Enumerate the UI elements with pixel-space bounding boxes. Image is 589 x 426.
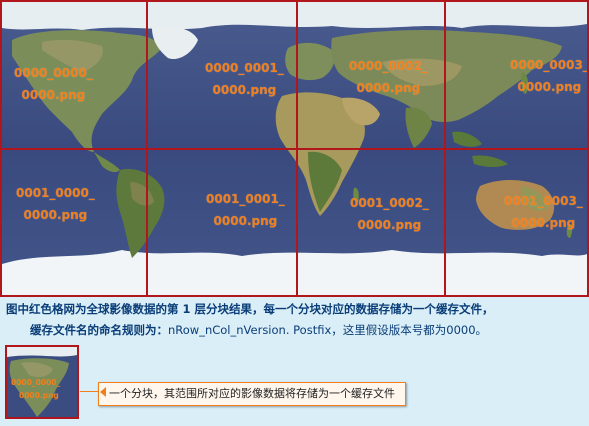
tile-label-0001-0003: 0001_0003_ 0000.png [504, 194, 583, 230]
tile-label-0000-0003: 0000_0003_ 0000.png [510, 58, 589, 94]
world-map-image [2, 2, 587, 295]
tile-thumbnail-image [7, 347, 77, 417]
callout-box: 一个分块，其范围所对应的影像数据将存储为一个缓存文件 [98, 382, 406, 406]
tile-label-0001-0001: 0001_0001_ 0000.png [206, 192, 285, 228]
thumbnail-label-line-2: 0000.png [19, 391, 59, 400]
tile-label-0000-0001: 0000_0001_ 0000.png [205, 61, 284, 97]
tile-label-0000-0000: 0000_0000_ 0000.png [14, 66, 93, 102]
tile-label-0001-0002: 0001_0002_ 0000.png [350, 196, 429, 232]
thumbnail-label-line-1: 0000_0000_ [11, 378, 61, 387]
callout-connector-line [80, 391, 98, 392]
caption-line-1: 图中红色格网为全球影像数据的第 1 层分块结果，每一个分块对应的数据存储为一个缓… [6, 302, 494, 316]
caption-panel: 图中红色格网为全球影像数据的第 1 层分块结果，每一个分块对应的数据存储为一个缓… [0, 297, 589, 426]
caption-line-2: 缓存文件名的命名规则为：nRow_nCol_nVersion. Postfix，… [30, 322, 487, 338]
tile-label-0001-0000: 0001_0000_ 0000.png [16, 186, 95, 222]
tile-thumbnail: 0000_0000_ 0000.png [5, 345, 79, 419]
caption-rule-pattern: nRow_nCol_nVersion. Postfix [168, 323, 332, 337]
caption-rule-suffix: ，这里假设版本号都为0000。 [331, 323, 488, 337]
world-map-tile-grid: 0000_0000_ 0000.png 0000_0001_ 0000.png … [0, 0, 589, 297]
tile-label-0000-0002: 0000_0002_ 0000.png [349, 59, 428, 95]
callout-arrow-icon [100, 387, 106, 397]
caption-rule-prefix: 缓存文件名的命名规则为： [30, 323, 168, 337]
